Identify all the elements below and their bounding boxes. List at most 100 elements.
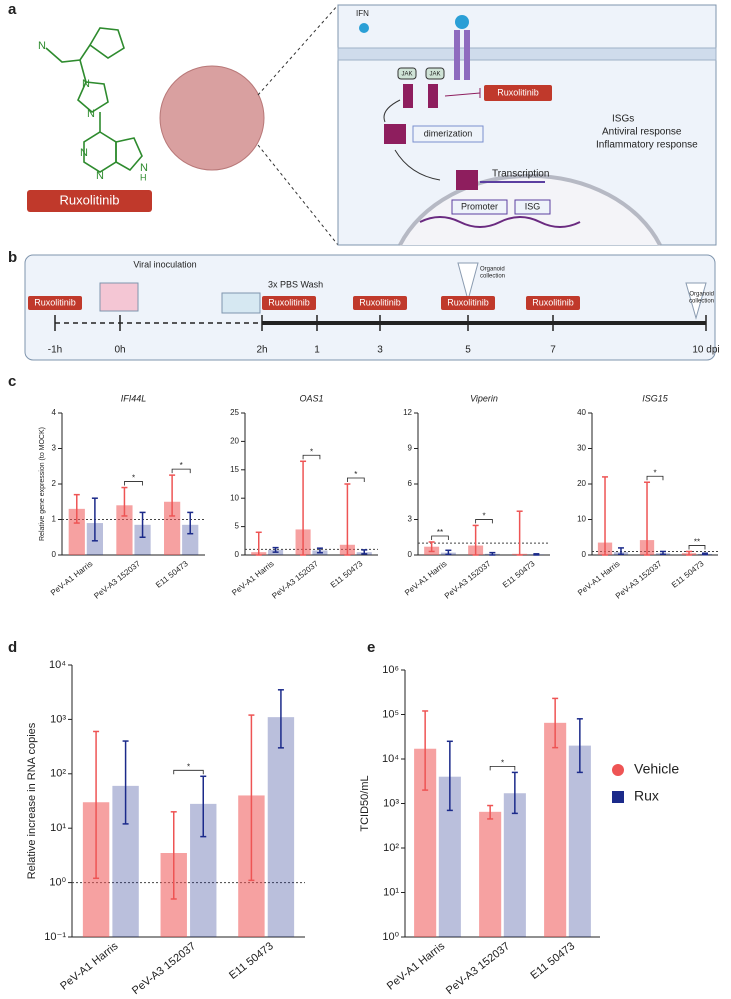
stat bbox=[428, 84, 438, 108]
drug-label: Ruxolitinib bbox=[532, 297, 574, 307]
bar bbox=[438, 776, 461, 937]
y-tick-label: 15 bbox=[230, 465, 239, 474]
organoid bbox=[159, 65, 265, 171]
chart-title: ISG15 bbox=[642, 393, 669, 403]
drug-box bbox=[353, 296, 407, 310]
chart-title: IFI44L bbox=[121, 393, 147, 403]
significance-label: ** bbox=[437, 528, 443, 537]
y-tick-label: 10⁵ bbox=[382, 708, 399, 720]
significance-bracket bbox=[302, 454, 321, 460]
x-tick-label: PeV-A3 152037 bbox=[130, 940, 198, 997]
y-tick-label: 30 bbox=[577, 444, 586, 453]
y-tick-label: 10⁶ bbox=[382, 664, 399, 676]
y-tick-label: 25 bbox=[230, 408, 239, 417]
atom: N bbox=[82, 78, 90, 90]
collection-label: collection bbox=[689, 299, 714, 305]
significance-label: * bbox=[482, 512, 485, 521]
inhibit bbox=[444, 92, 481, 97]
significance-bracket bbox=[646, 475, 664, 481]
step-label: 3x PBS Wash bbox=[268, 279, 323, 289]
step-label: Viral inoculation bbox=[133, 259, 196, 269]
significance-bracket bbox=[475, 519, 493, 524]
y-tick-label: 10⁰ bbox=[49, 877, 66, 889]
timeline-label: 3 bbox=[377, 345, 383, 356]
significance-bracket bbox=[173, 769, 204, 775]
collection-label: collection bbox=[480, 274, 505, 280]
timeline-label: 5 bbox=[465, 345, 471, 356]
significance-label: ** bbox=[694, 538, 700, 547]
x-tick-label: PeV-A3 152037 bbox=[614, 559, 664, 601]
x-tick-label: E11 50473 bbox=[227, 940, 276, 982]
y-tick-label: 40 bbox=[577, 408, 586, 417]
significance-label: * bbox=[501, 759, 504, 768]
tube bbox=[457, 262, 479, 302]
gene-label: ISG bbox=[525, 201, 541, 211]
y-tick-label: 2 bbox=[52, 479, 57, 488]
significance-bracket bbox=[431, 535, 449, 540]
x-tick-label: E11 50473 bbox=[154, 559, 190, 590]
y-tick-label: 10³ bbox=[50, 713, 66, 725]
drug-box bbox=[28, 296, 82, 310]
bar bbox=[503, 793, 526, 937]
x-tick-label: E11 50473 bbox=[528, 940, 577, 982]
y-tick-label: 3 bbox=[408, 515, 413, 524]
significance-label: * bbox=[187, 762, 190, 771]
significance-label: * bbox=[132, 474, 135, 483]
x-tick-label: PeV-A3 152037 bbox=[92, 559, 142, 601]
y-tick-label: 4 bbox=[52, 408, 57, 417]
membrane bbox=[337, 47, 717, 61]
y-tick-label: 10¹ bbox=[50, 822, 66, 834]
y-tick-label: 10⁴ bbox=[49, 659, 66, 671]
panel-label: c bbox=[8, 373, 16, 390]
atom: N bbox=[96, 170, 104, 182]
y-tick-label: 20 bbox=[230, 437, 239, 446]
x-tick-label: PeV-A1 Harris bbox=[385, 940, 448, 993]
y-tick-label: 10⁰ bbox=[382, 931, 399, 943]
drug-box bbox=[27, 190, 152, 212]
chart-title: OAS1 bbox=[299, 393, 323, 403]
y-axis-label: TCID50/mL bbox=[359, 775, 371, 831]
legend-marker bbox=[612, 764, 624, 776]
bar bbox=[267, 717, 295, 937]
y-tick-label: 20 bbox=[577, 479, 586, 488]
y-tick-label: 5 bbox=[235, 522, 240, 531]
atom: N bbox=[87, 108, 95, 120]
significance-bracket bbox=[688, 545, 706, 550]
y-tick-label: 10⁻¹ bbox=[44, 931, 66, 943]
legend-marker bbox=[612, 791, 624, 803]
y-tick-label: 0 bbox=[52, 550, 57, 559]
drug-label: Ruxolitinib bbox=[268, 297, 310, 307]
gene-box bbox=[514, 199, 551, 215]
bar bbox=[568, 745, 591, 937]
step-box bbox=[412, 125, 484, 143]
x-tick-label: PeV-A1 Harris bbox=[403, 559, 448, 597]
significance-bracket bbox=[489, 765, 516, 771]
atom: N bbox=[80, 147, 88, 159]
well bbox=[99, 282, 139, 312]
x-tick-label: PeV-A3 152037 bbox=[444, 940, 512, 997]
x-tick-label: E11 50473 bbox=[670, 559, 706, 590]
dimer bbox=[456, 170, 478, 190]
significance-label: * bbox=[653, 468, 656, 477]
y-tick-label: 1 bbox=[52, 515, 57, 524]
timeline-label: 2h bbox=[256, 345, 267, 356]
x-tick-label: PeV-A1 Harris bbox=[576, 559, 621, 597]
drug-label: Ruxolitinib bbox=[497, 87, 539, 97]
y-tick-label: 10¹ bbox=[383, 886, 399, 898]
x-tick-label: PeV-A1 Harris bbox=[49, 559, 94, 597]
y-axis-label: Relative increase in RNA copies bbox=[26, 722, 38, 879]
drug-box bbox=[484, 85, 552, 101]
y-tick-label: 0 bbox=[582, 550, 587, 559]
well bbox=[221, 292, 261, 314]
bar bbox=[164, 501, 181, 555]
drug-label: Ruxolitinib bbox=[359, 297, 401, 307]
y-tick-label: 0 bbox=[408, 550, 413, 559]
promoter-box bbox=[451, 199, 508, 215]
atom: N bbox=[38, 40, 46, 52]
x-tick-label: E11 50473 bbox=[329, 559, 365, 590]
jak-label: JAK bbox=[401, 72, 412, 78]
y-tick-label: 10 bbox=[577, 515, 586, 524]
receptor bbox=[454, 30, 460, 80]
x-tick-label: PeV-A3 152037 bbox=[270, 559, 320, 601]
